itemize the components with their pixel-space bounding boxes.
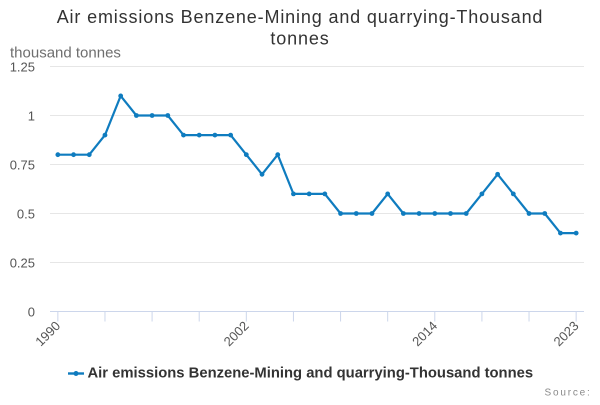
svg-text:Source:: Source: — [545, 387, 592, 398]
svg-text:0.25: 0.25 — [10, 256, 35, 271]
svg-text:thousand tonnes: thousand tonnes — [10, 45, 121, 62]
svg-text:1.25: 1.25 — [10, 60, 35, 75]
svg-text:1: 1 — [28, 109, 35, 124]
svg-text:0: 0 — [28, 305, 35, 320]
svg-text:Air emissions Benzene-Mining a: Air emissions Benzene-Mining and quarryi… — [57, 7, 544, 27]
svg-text:0.5: 0.5 — [17, 207, 35, 222]
svg-text:Air emissions Benzene-Mining a: Air emissions Benzene-Mining and quarryi… — [88, 366, 534, 382]
svg-text:tonnes: tonnes — [270, 29, 329, 49]
svg-text:0.75: 0.75 — [10, 158, 35, 173]
